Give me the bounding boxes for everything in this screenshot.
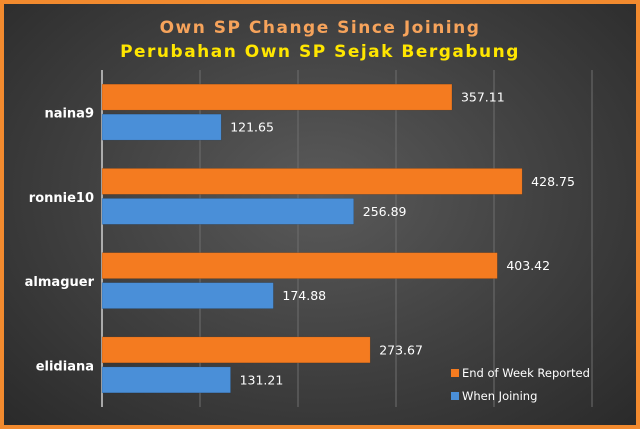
- chart-subtitle: Perubahan Own SP Sejak Bergabung: [120, 42, 520, 62]
- chart-frame: Own SP Change Since Joining Perubahan Ow…: [4, 4, 636, 425]
- bar-end-of-week: [101, 252, 498, 279]
- bar-when-joining: [101, 198, 355, 225]
- chart-title: Own SP Change Since Joining: [159, 18, 481, 38]
- bar-end-of-week: [101, 336, 371, 364]
- bar-chart: naina9 357.11 121.65 ronnie10 428.75 256.89 al…: [25, 70, 593, 407]
- legend-swatch: [451, 392, 459, 400]
- category-label: elidiana: [36, 359, 94, 374]
- legend-label: End of Week Reported: [462, 366, 590, 380]
- bar-when-joining: [101, 366, 231, 394]
- data-label: 131.21: [240, 372, 284, 387]
- bar-when-joining: [101, 113, 222, 141]
- category-label: almaguer: [25, 275, 95, 290]
- data-label: 174.88: [282, 288, 326, 303]
- bar-end-of-week: [101, 83, 453, 111]
- bar-end-of-week: [101, 168, 523, 195]
- data-label: 428.75: [531, 174, 575, 189]
- category-label: ronnie10: [29, 191, 94, 206]
- data-label: 403.42: [506, 258, 550, 273]
- legend-label: When Joining: [462, 389, 537, 403]
- data-label: 121.65: [230, 120, 274, 135]
- data-label: 273.67: [379, 342, 423, 357]
- legend-swatch: [451, 369, 459, 377]
- bar-when-joining: [101, 282, 274, 309]
- data-label: 357.11: [461, 90, 505, 105]
- data-label: 256.89: [363, 204, 407, 219]
- category-label: naina9: [44, 107, 94, 122]
